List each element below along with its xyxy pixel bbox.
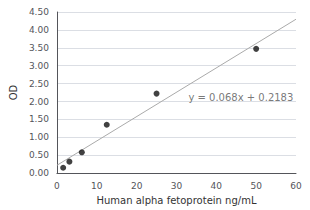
svg-text:60: 60 [290,181,302,191]
svg-text:OD: OD [8,84,19,100]
svg-text:50: 50 [250,181,262,191]
svg-text:4.50: 4.50 [29,7,49,17]
svg-text:0.50: 0.50 [29,150,49,160]
svg-text:1.50: 1.50 [29,114,49,124]
svg-text:40: 40 [211,181,223,191]
svg-text:30: 30 [171,181,183,191]
svg-text:3.00: 3.00 [29,61,49,71]
svg-text:4.00: 4.00 [29,25,49,35]
svg-text:0.00: 0.00 [29,168,49,178]
svg-text:1.00: 1.00 [29,132,49,142]
svg-text:2.50: 2.50 [29,79,49,89]
svg-text:2.00: 2.00 [29,97,49,107]
svg-text:Human alpha fetoprotein ng/mL: Human alpha fetoprotein ng/mL [96,195,256,206]
svg-text:10: 10 [91,181,103,191]
svg-text:0: 0 [54,181,60,191]
svg-text:20: 20 [131,181,143,191]
svg-text:y = 0.068x + 0.2183: y = 0.068x + 0.2183 [188,92,293,103]
svg-text:3.50: 3.50 [29,43,49,53]
